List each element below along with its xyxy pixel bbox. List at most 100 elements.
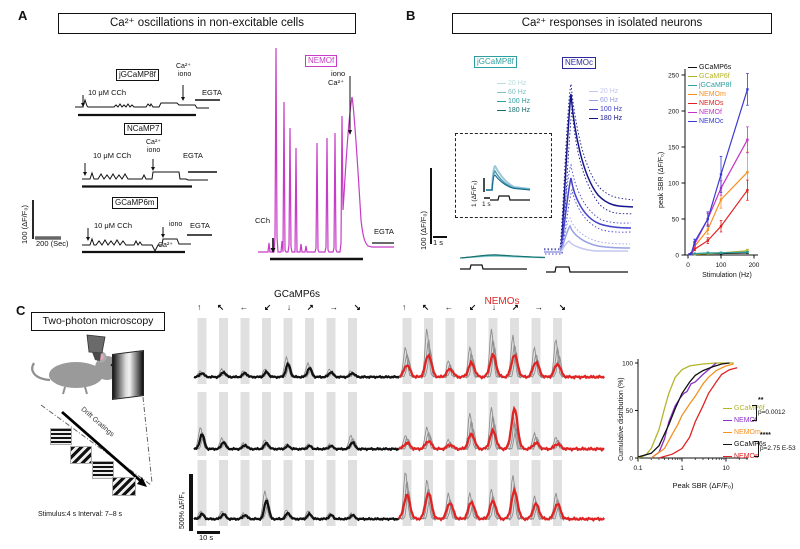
p-value: p=2.75 E-53 xyxy=(760,445,796,452)
grating-tile xyxy=(112,477,136,496)
panel-b-y-scale-bar xyxy=(430,168,432,244)
direction-arrow-icon: ← xyxy=(444,302,454,312)
panel-c-label: C xyxy=(16,303,26,318)
gcamp6s-direction-arrows: ↑ ↖ ← ↙ ↓ ↗ → ↘ xyxy=(197,302,361,313)
svg-text:50: 50 xyxy=(626,408,634,415)
direction-arrow-icon: ↓ xyxy=(491,302,497,312)
legend-label: GCaMP6s xyxy=(734,441,767,448)
cum-y-axis-label: Cumulative distribution (%) xyxy=(618,377,625,461)
legend-row: NEMOm xyxy=(688,90,731,99)
direction-arrow-icon: ↑ xyxy=(197,302,202,312)
gcamp6s-traces-svg xyxy=(193,318,400,526)
cum-legend-row-4: GCaMP6s xyxy=(723,440,766,449)
jgcamp8f-zoom-inset xyxy=(455,133,552,218)
legend-marker xyxy=(497,109,506,112)
direction-arrow-icon: ↗ xyxy=(306,302,314,312)
legend-row: 20 Hz xyxy=(589,87,622,96)
iono-label: iono xyxy=(169,221,183,228)
legend-marker xyxy=(589,108,598,111)
legend-row: 100 Hz xyxy=(497,97,530,106)
legend-label: 100 Hz xyxy=(508,98,531,105)
direction-arrow-icon: ↑ xyxy=(402,302,407,312)
legend-marker xyxy=(688,84,697,87)
view-cone-line xyxy=(142,396,153,484)
legend-marker xyxy=(688,75,697,78)
cumulative-chart: 0 50 100 0.1 1 10 xyxy=(622,359,748,472)
cum-legend-row-3: NEMOm xyxy=(723,428,761,437)
objective-tip xyxy=(92,352,101,361)
legend-label: 60 Hz xyxy=(508,89,527,96)
nemoc-freq-legend: 20 Hz 60 Hz 100 Hz 180 Hz xyxy=(589,87,622,123)
cum-x-axis-label: Peak SBR (ΔF/F₀) xyxy=(672,481,734,490)
legend-row: NEMOs xyxy=(688,99,731,108)
significance-bracket xyxy=(754,441,759,457)
nemof-trace-svg xyxy=(258,47,394,261)
legend-label: GCaMP6f xyxy=(734,405,765,412)
inset-x-scale-label: 1 s xyxy=(482,201,491,208)
egta-label: EGTA xyxy=(183,151,203,160)
direction-arrow-icon: → xyxy=(534,302,544,312)
significance-bracket xyxy=(752,405,757,421)
stimulus-timing-label: Stimulus:4 s Interval: 7–8 s xyxy=(38,511,123,518)
cch-label: 10 μM CCh xyxy=(88,88,127,97)
sensor-label-jgcamp8f-b: jGCaMP8f xyxy=(474,56,517,69)
gcamp6s-panel-title: GCaMP6s xyxy=(273,289,321,300)
legend-marker xyxy=(589,99,598,102)
legend-marker xyxy=(497,91,506,94)
iono-label: iono xyxy=(178,71,192,78)
svg-text:10: 10 xyxy=(722,465,730,472)
legend-marker xyxy=(723,455,732,458)
legend-label: 100 Hz xyxy=(600,106,623,113)
legend-marker xyxy=(589,117,598,120)
significance-stars: ** xyxy=(758,397,764,404)
legend-row: NEMOf xyxy=(688,108,731,117)
panel-c-y-scale-label: 500% ΔF/F₀ xyxy=(179,491,186,529)
svg-text:150: 150 xyxy=(668,144,679,151)
panel-b-y-scale-label: 100 (ΔF/F₀) xyxy=(419,211,428,250)
legend-row: jGCaMP8f xyxy=(688,81,731,90)
svg-text:0: 0 xyxy=(629,455,633,462)
grating-tile xyxy=(50,428,72,445)
svg-text:50: 50 xyxy=(672,216,680,223)
cch-label: 10 μM CCh xyxy=(93,151,132,160)
legend-label: jGCaMP8f xyxy=(699,82,732,89)
svg-text:100: 100 xyxy=(622,360,633,367)
panel-a-title: Ca²⁺ oscillations in non-excitable cells xyxy=(58,13,356,34)
cum-legend-row-5: NEMOs xyxy=(723,452,759,461)
legend-label: GCaMP6f xyxy=(699,73,730,80)
direction-arrow-icon: ↗ xyxy=(511,302,519,312)
legend-marker xyxy=(688,120,697,123)
drift-arrow xyxy=(61,410,144,485)
legend-marker xyxy=(688,102,697,105)
jgcamp8f-traces-svg xyxy=(459,254,546,270)
grating-tile xyxy=(70,446,92,464)
legend-marker xyxy=(497,100,506,103)
cch-label: CCh xyxy=(255,216,271,225)
legend-row: 180 Hz xyxy=(497,106,530,115)
sensor-label-jgcamp8f: jGCaMP8f xyxy=(116,69,159,82)
panel-a-x-scale-label: 200 (Sec) xyxy=(36,239,69,248)
direction-arrow-icon: ↙ xyxy=(468,302,477,312)
jgcamp8f-freq-legend: 20 Hz 60 Hz 100 Hz 180 Hz xyxy=(497,79,530,115)
iono-label: Ca²⁺ xyxy=(158,242,173,249)
legend-row: 100 Hz xyxy=(589,105,622,114)
iono-label: Ca²⁺ xyxy=(328,78,345,87)
egta-label: EGTA xyxy=(190,221,210,230)
view-cone-line xyxy=(40,404,152,486)
mouse-tail xyxy=(31,362,51,382)
nemoc-traces-svg xyxy=(544,83,634,273)
legend-label: NEMOs xyxy=(699,100,724,107)
svg-text:200: 200 xyxy=(668,108,679,115)
panel-c-x-scale-bar xyxy=(197,531,220,534)
direction-arrow-icon: ← xyxy=(239,302,249,312)
legend-marker xyxy=(589,90,598,93)
cum-legend-row-1: GCaMP6f xyxy=(723,404,765,413)
legend-marker xyxy=(723,431,732,434)
legend-label: NEMOs xyxy=(734,453,759,460)
svg-text:100: 100 xyxy=(668,180,679,187)
panel-c-x-scale-label: 10 s xyxy=(199,533,214,542)
legend-label: NEMOc xyxy=(699,118,724,125)
panel-a-traces-svg xyxy=(32,85,220,254)
legend-label: 60 Hz xyxy=(600,97,619,104)
